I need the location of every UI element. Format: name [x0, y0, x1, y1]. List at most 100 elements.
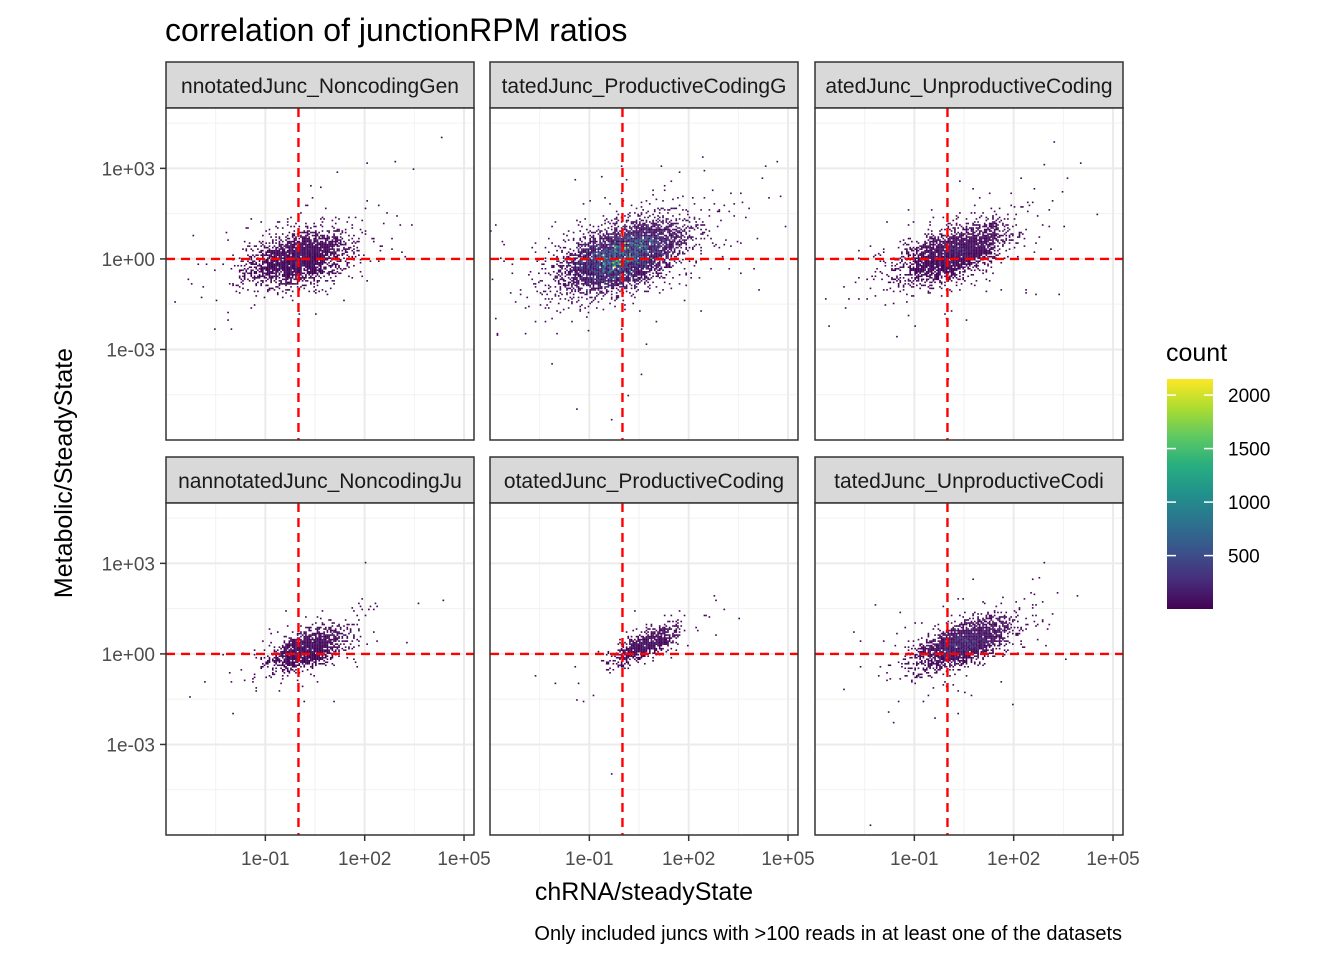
heatmap-bin	[957, 249, 960, 252]
heatmap-bin	[982, 236, 984, 238]
heatmap-bin	[590, 296, 593, 299]
heatmap-bin	[617, 213, 620, 216]
heatmap-bin	[283, 257, 286, 259]
heatmap-bin	[599, 237, 601, 240]
heatmap-bin	[640, 233, 643, 235]
heatmap-bin	[937, 270, 940, 273]
heatmap-bin	[892, 269, 895, 272]
heatmap-bin	[614, 230, 616, 232]
heatmap-bin	[576, 242, 578, 244]
heatmap-bin	[947, 252, 950, 255]
heatmap-bin	[336, 237, 339, 240]
heatmap-bin	[952, 260, 955, 263]
heatmap-bin	[937, 275, 940, 278]
heatmap-bin	[617, 254, 620, 256]
heatmap-bin	[614, 299, 616, 302]
heatmap-bin	[672, 224, 674, 226]
heatmap-bin	[316, 252, 319, 255]
heatmap-bin	[604, 249, 606, 252]
heatmap-bin	[658, 242, 661, 244]
heatmap-bin	[894, 269, 897, 272]
heatmap-bin	[581, 260, 583, 263]
heatmap-bin	[912, 286, 915, 288]
heatmap-bin	[276, 270, 279, 273]
heatmap-bin	[610, 287, 613, 290]
heatmap-bin	[934, 249, 936, 252]
heatmap-bin	[639, 310, 641, 312]
heatmap-bin	[954, 231, 956, 234]
heatmap-bin	[716, 225, 719, 228]
heatmap-bin	[281, 240, 284, 243]
heatmap-bin	[313, 269, 316, 272]
heatmap-bin	[624, 264, 626, 267]
heatmap-bin	[265, 266, 267, 269]
heatmap-bin	[331, 272, 334, 275]
heatmap-bin	[592, 264, 595, 267]
heatmap-bin	[617, 280, 620, 282]
heatmap-bin	[574, 252, 577, 255]
heatmap-bin	[600, 261, 603, 264]
heatmap-bin	[637, 269, 640, 272]
heatmap-bin	[554, 221, 557, 223]
heatmap-bin	[930, 277, 933, 279]
heatmap-bin	[268, 277, 271, 279]
heatmap-bin	[605, 237, 608, 240]
heatmap-bin	[278, 264, 281, 267]
heatmap-bin	[939, 280, 941, 282]
heatmap-bin	[343, 243, 345, 246]
heatmap-bin	[600, 255, 603, 258]
heatmap-bin	[602, 274, 605, 276]
heatmap-bin	[972, 228, 974, 231]
heatmap-bin	[283, 252, 286, 255]
heatmap-bin	[607, 263, 610, 266]
heatmap-bin	[602, 295, 605, 297]
heatmap-bin	[276, 293, 279, 296]
heatmap-bin	[622, 270, 625, 273]
heatmap-bin	[326, 254, 329, 256]
heatmap-bin	[675, 207, 678, 210]
heatmap-bin	[590, 266, 593, 269]
heatmap-bin	[635, 249, 638, 252]
heatmap-bin	[643, 277, 646, 279]
heatmap-bin	[250, 261, 253, 264]
heatmap-bin	[954, 269, 956, 272]
heatmap-bin	[672, 243, 674, 246]
heatmap-bin	[619, 275, 621, 278]
heatmap-bin	[582, 251, 585, 253]
heatmap-bin	[313, 222, 316, 225]
heatmap-bin	[278, 243, 281, 246]
heatmap-bin	[343, 240, 345, 243]
heatmap-bin	[954, 240, 956, 243]
heatmap-bin	[629, 233, 631, 235]
heatmap-bin	[998, 207, 1001, 210]
heatmap-bin	[318, 267, 320, 270]
heatmap-bin	[677, 231, 679, 234]
heatmap-bin	[576, 274, 578, 276]
heatmap-bin	[675, 228, 678, 231]
heatmap-bin	[962, 278, 965, 281]
heatmap-bin	[615, 240, 618, 243]
heatmap-bin	[663, 227, 666, 229]
heatmap-bin	[902, 289, 905, 291]
heatmap-bin	[965, 252, 968, 255]
heatmap-bin	[607, 254, 610, 256]
heatmap-bin	[311, 274, 314, 276]
heatmap-bin	[650, 228, 653, 231]
heatmap-bin	[635, 270, 638, 273]
heatmap-bin	[672, 233, 674, 235]
heatmap-bin	[240, 281, 243, 284]
heatmap-bin	[959, 245, 961, 247]
heatmap-bin	[590, 269, 593, 272]
heatmap-bin	[922, 269, 925, 272]
heatmap-bin	[706, 234, 709, 237]
heatmap-bin	[313, 254, 316, 256]
heatmap-bin	[612, 255, 615, 258]
heatmap-bin	[605, 251, 608, 253]
heatmap-bin	[650, 255, 653, 258]
heatmap-bin	[594, 272, 596, 275]
heatmap-bin	[311, 266, 314, 269]
heatmap-bin	[561, 267, 563, 270]
heatmap-bin	[964, 233, 966, 235]
heatmap-bin	[648, 228, 651, 231]
heatmap-bin	[944, 264, 946, 267]
